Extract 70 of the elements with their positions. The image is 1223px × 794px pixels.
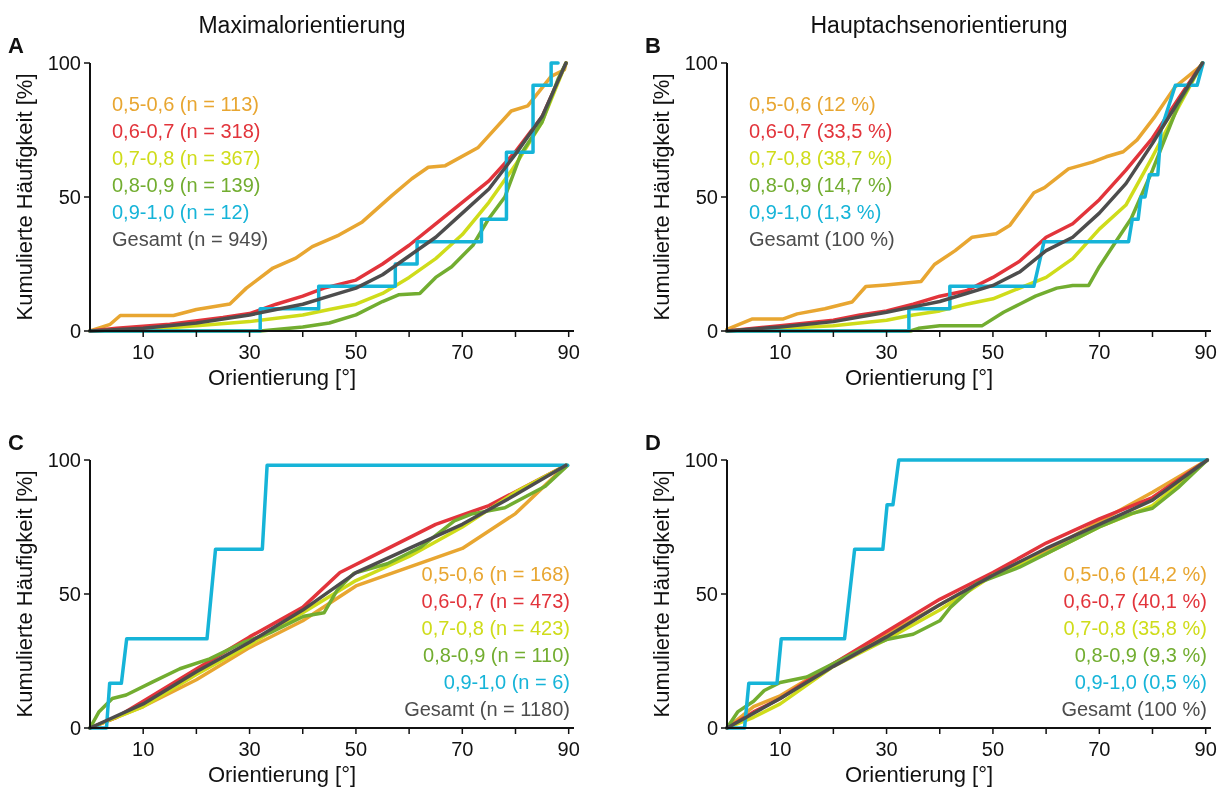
text: 0,8-0,9 (n = 139)	[112, 174, 261, 196]
x-tick-label: 10	[132, 738, 155, 760]
x-tick-label: 30	[238, 738, 261, 760]
text: 0,6-0,7 (40,1 %)	[1063, 590, 1207, 612]
text: 0,9-1,0 (n = 12)	[112, 201, 250, 223]
text: 0,6-0,7 (n = 318)	[112, 120, 261, 142]
x-tick-label: 90	[1194, 341, 1217, 363]
y-axis-title: Kumulierte Häufigkeit [%]	[649, 73, 674, 321]
y-tick-label: 0	[69, 717, 81, 739]
y-tick-label: 100	[684, 52, 718, 74]
text: 0,7-0,8 (n = 367)	[112, 147, 261, 169]
x-axis-title: Orientierung [°]	[844, 762, 994, 787]
text: 0,8-0,9 (14,7 %)	[749, 174, 893, 196]
x-tick-label: 90	[1194, 738, 1217, 760]
text: Gesamt (100 %)	[1061, 698, 1207, 720]
text: D	[645, 430, 661, 455]
chart-title: Maximalorientierung	[198, 12, 406, 38]
x-tick-label: 50	[344, 341, 368, 363]
text: 0,6-0,7 (n = 473)	[421, 590, 570, 612]
text: 0,8-0,9 (9,3 %)	[1074, 644, 1207, 666]
text: 0,9-1,0 (0,5 %)	[1074, 671, 1207, 693]
text: A	[8, 33, 24, 58]
y-axis-title: Kumulierte Häufigkeit [%]	[12, 73, 37, 321]
x-tick-label: 50	[981, 738, 1005, 760]
x-tick-label: 30	[238, 341, 261, 363]
series-label: 0,5-0,6 (n = 168)	[421, 563, 570, 585]
text: Gesamt (n = 949)	[112, 228, 269, 250]
y-tick-label: 0	[69, 320, 81, 342]
x-tick-label: 10	[769, 341, 792, 363]
text: 0,6-0,7 (33,5 %)	[749, 120, 893, 142]
text: 0,7-0,8 (38,7 %)	[749, 147, 893, 169]
y-tick-label: 50	[695, 186, 718, 208]
text: 0,9-1,0 (n = 6)	[443, 671, 570, 693]
y-tick-label: 100	[47, 449, 81, 471]
x-axis-title: Orientierung [°]	[844, 365, 994, 390]
y-axis-title: Kumulierte Häufigkeit [%]	[649, 470, 674, 718]
y-tick-label: 100	[47, 52, 81, 74]
x-tick-label: 70	[1088, 341, 1111, 363]
x-tick-label: 70	[451, 341, 474, 363]
y-tick-label: 0	[706, 717, 718, 739]
y-axis-title: Kumulierte Häufigkeit [%]	[12, 470, 37, 718]
series-label: 0,5-0,6 (14,2 %)	[1063, 563, 1207, 585]
x-tick-label: 70	[451, 738, 474, 760]
text: 0,7-0,8 (n = 423)	[421, 617, 570, 639]
text: 0,5-0,6 (12 %)	[749, 93, 876, 115]
text: 0,8-0,9 (n = 110)	[423, 644, 570, 666]
text: Gesamt (n = 1180)	[404, 698, 570, 720]
y-tick-label: 100	[684, 449, 718, 471]
text: B	[645, 33, 661, 58]
x-tick-label: 90	[557, 341, 580, 363]
x-tick-label: 30	[875, 738, 898, 760]
text: 0,5-0,6 (n = 113)	[112, 93, 259, 115]
x-tick-label: 50	[344, 738, 368, 760]
x-axis-title: Orientierung [°]	[207, 762, 357, 787]
x-tick-label: 10	[132, 341, 155, 363]
text: 0,9-1,0 (1,3 %)	[749, 201, 882, 223]
y-tick-label: 0	[706, 320, 718, 342]
x-axis-title: Orientierung [°]	[207, 365, 357, 390]
x-tick-label: 50	[981, 341, 1005, 363]
x-tick-label: 30	[875, 341, 898, 363]
text: 0,7-0,8 (35,8 %)	[1063, 617, 1207, 639]
x-tick-label: 10	[769, 738, 792, 760]
x-tick-label: 90	[557, 738, 580, 760]
y-tick-label: 50	[58, 583, 81, 605]
y-tick-label: 50	[695, 583, 718, 605]
text: Gesamt (100 %)	[749, 228, 895, 250]
text: C	[8, 430, 24, 455]
y-tick-label: 50	[58, 186, 81, 208]
x-tick-label: 70	[1088, 738, 1111, 760]
chart-title: Hauptachsenorientierung	[810, 12, 1068, 38]
